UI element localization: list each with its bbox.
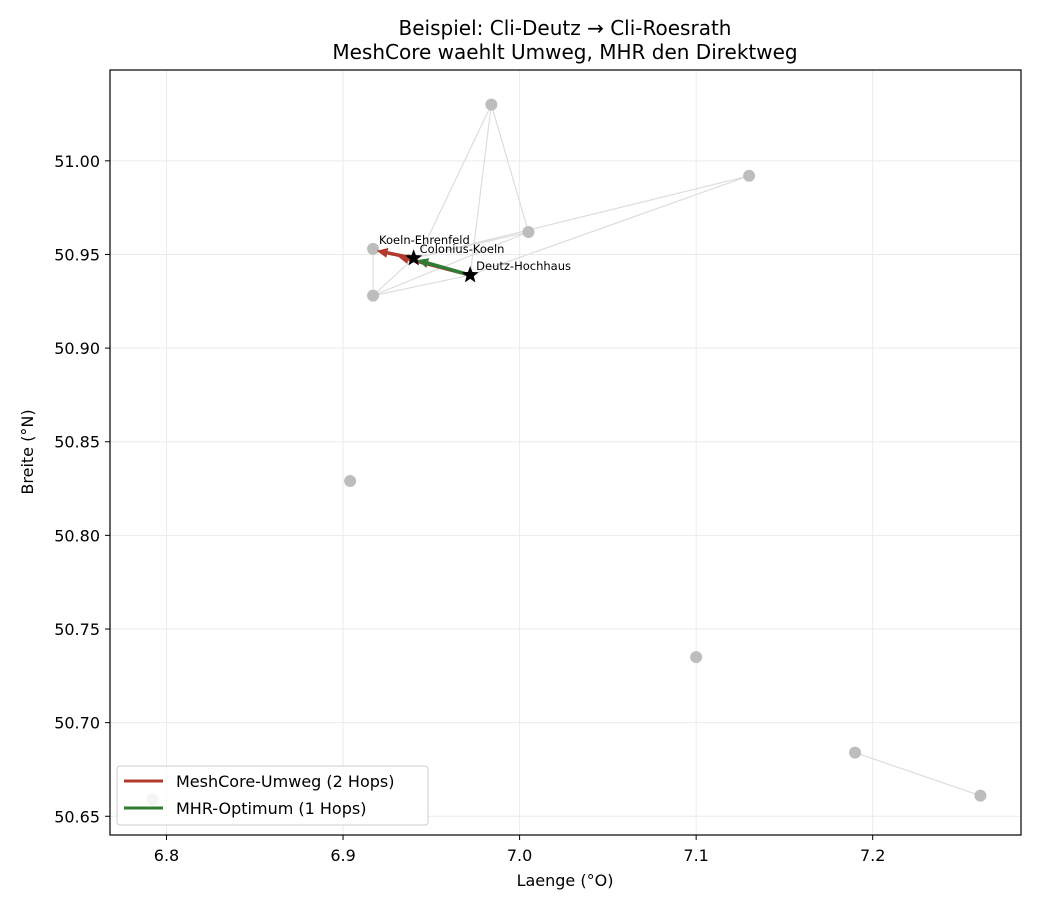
x-tick-label: 6.9 (330, 846, 355, 865)
network-edge (854, 752, 981, 797)
network-node (485, 98, 498, 111)
network-node (743, 169, 756, 182)
x-tick-label: 7.0 (507, 846, 532, 865)
y-tick-label: 50.75 (54, 620, 100, 639)
x-tick-label: 7.2 (860, 846, 885, 865)
legend-label-meshcore: MeshCore-Umweg (2 Hops) (176, 772, 394, 791)
network-node (974, 789, 987, 802)
route-arrowhead (376, 247, 389, 258)
y-axis-ticks: 50.65 50.70 50.75 50.80 50.85 50.90 50.95 51.00 (54, 152, 110, 826)
grid (110, 70, 1021, 835)
network-node (690, 651, 703, 664)
x-axis-label: Laenge (°O) (517, 871, 614, 890)
x-tick-label: 7.1 (683, 846, 708, 865)
legend-box (116, 765, 429, 826)
network-edge (372, 257, 415, 297)
y-tick-label: 50.65 (54, 807, 100, 826)
network-edges (372, 104, 981, 797)
network-node (367, 242, 380, 255)
network-edge (413, 175, 750, 259)
network-edge (469, 175, 750, 276)
network-node (344, 475, 357, 488)
network-edge (421, 104, 492, 250)
chart-title-line2: MeshCore waehlt Umweg, MHR den Direktweg (332, 40, 797, 64)
network-edge (372, 274, 471, 297)
node-label: Colonius-Koeln (420, 242, 505, 256)
x-axis-ticks: 6.8 6.9 7.0 7.1 7.2 (154, 835, 885, 865)
network-edge (469, 104, 492, 276)
y-tick-label: 50.70 (54, 714, 100, 733)
route-endpoints (405, 249, 479, 283)
network-node (849, 746, 862, 759)
y-axis-label: Breite (°N) (18, 409, 37, 494)
node-label: Koeln-Ehrenfeld (379, 233, 470, 247)
y-tick-label: 50.80 (54, 526, 100, 545)
network-node (367, 289, 380, 302)
legend-label-mhr: MHR-Optimum (1 Hops) (176, 799, 366, 818)
network-edge (413, 231, 529, 259)
node-label: Deutz-Hochhaus (476, 259, 571, 273)
endpoint-star (461, 266, 479, 283)
y-tick-label: 51.00 (54, 152, 100, 171)
route-arrows (376, 247, 471, 277)
legend: MeshCore-Umweg (2 Hops) MHR-Optimum (1 H… (116, 765, 429, 826)
endpoint-star (405, 249, 423, 266)
network-node (522, 225, 535, 238)
chart-title-line1: Beispiel: Cli-Deutz → Cli-Roesrath (399, 16, 732, 40)
y-tick-label: 50.90 (54, 339, 100, 358)
y-tick-label: 50.85 (54, 433, 100, 452)
network-edge (490, 104, 530, 233)
network-nodes (146, 98, 987, 806)
network-edge (372, 231, 529, 297)
y-tick-label: 50.95 (54, 245, 100, 264)
plot-frame (109, 69, 1022, 836)
x-tick-label: 6.8 (154, 846, 179, 865)
route-arrowhead (417, 258, 430, 268)
